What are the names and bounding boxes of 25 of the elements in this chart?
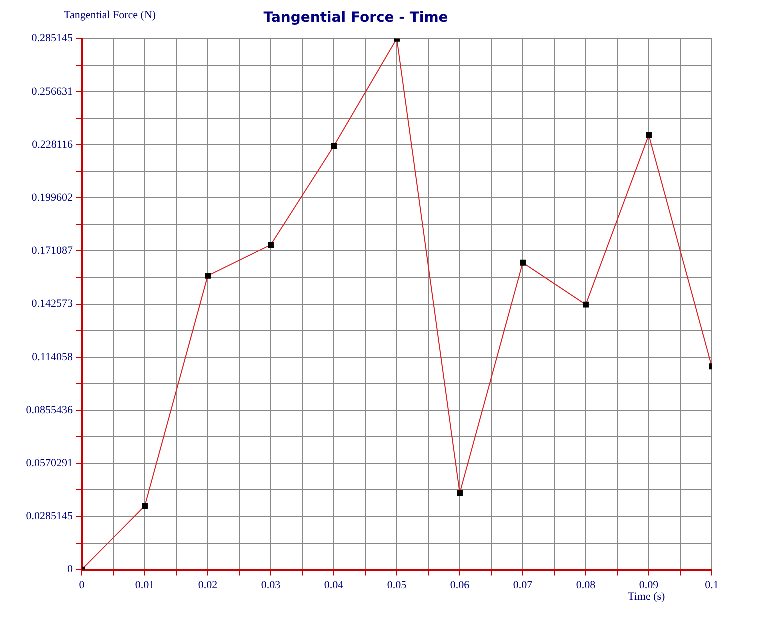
x-tick-label: 0.09 bbox=[639, 579, 660, 592]
y-tick-label: 0 bbox=[68, 564, 74, 576]
x-tick-label: 0.07 bbox=[513, 579, 534, 592]
y-tick-label: 0.114058 bbox=[32, 351, 74, 364]
y-tick-label: 0.142573 bbox=[32, 298, 74, 310]
x-tick-label: 0.05 bbox=[387, 579, 408, 592]
y-axis-title: Tangential Force (N) bbox=[64, 9, 156, 22]
x-tick-label: 0 bbox=[79, 579, 86, 592]
y-tick-label: 0.256631 bbox=[32, 86, 73, 98]
x-tick-label: 0.02 bbox=[198, 579, 218, 592]
y-tick-label: 0.0570291 bbox=[26, 457, 73, 470]
y-tick-label: 0.0855436 bbox=[26, 404, 74, 416]
y-tick-label: 0.285145 bbox=[32, 32, 74, 45]
x-tick-label: 0.08 bbox=[576, 579, 596, 592]
x-tick-label: 0.01 bbox=[135, 579, 155, 592]
y-tick-label: 0.0285145 bbox=[26, 510, 74, 523]
x-axis-title: Time (s) bbox=[628, 591, 666, 604]
x-tick-label: 0.04 bbox=[324, 579, 344, 592]
y-tick-label: 0.228116 bbox=[32, 138, 74, 151]
y-tick-label: 0.171087 bbox=[32, 245, 74, 258]
x-tick-label: 0.06 bbox=[450, 579, 470, 592]
x-tick-label: 0.03 bbox=[261, 579, 282, 592]
y-tick-label: 0.199602 bbox=[32, 192, 73, 204]
x-tick-label: 0.1 bbox=[705, 579, 719, 592]
chart-title: Tangential Force - Time bbox=[264, 10, 448, 26]
